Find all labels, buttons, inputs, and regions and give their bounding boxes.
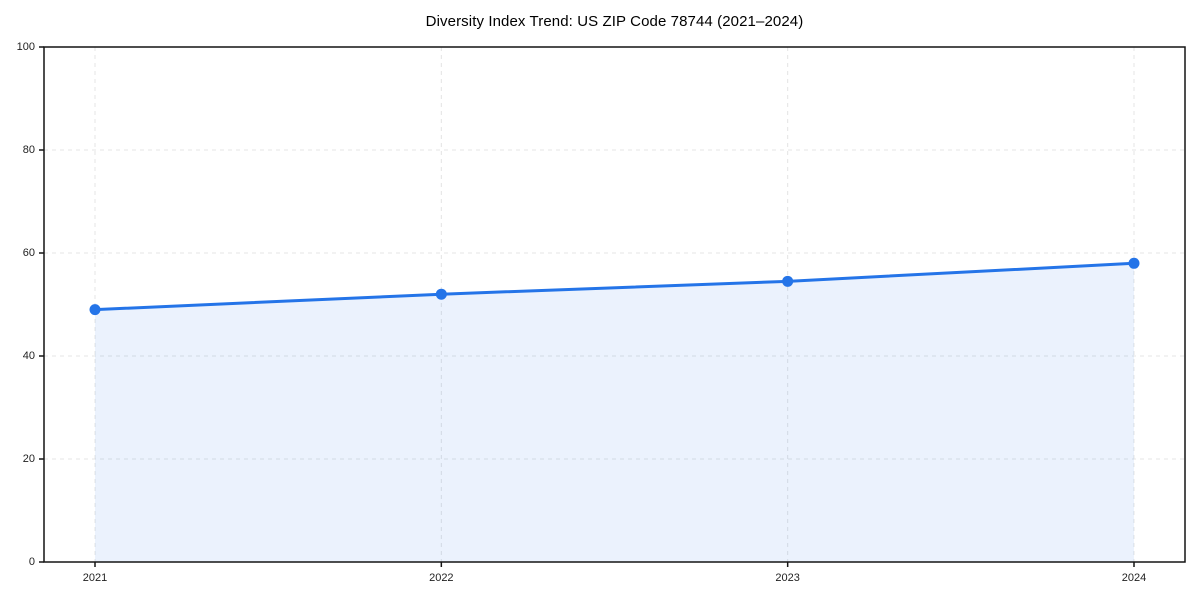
data-point-marker bbox=[1128, 257, 1140, 269]
y-tick-label: 40 bbox=[23, 350, 35, 362]
data-point-marker bbox=[89, 304, 101, 316]
data-point-marker bbox=[435, 288, 447, 300]
x-tick-label: 2024 bbox=[1122, 572, 1146, 584]
x-tick-label: 2021 bbox=[83, 572, 107, 584]
data-point-marker bbox=[782, 275, 794, 287]
y-tick-label: 60 bbox=[23, 247, 35, 259]
y-tick-label: 0 bbox=[29, 556, 35, 568]
y-tick-label: 80 bbox=[23, 144, 35, 156]
area-fill bbox=[95, 263, 1134, 562]
y-tick-label: 20 bbox=[23, 453, 35, 465]
y-tick-label: 100 bbox=[17, 41, 35, 53]
trend-line bbox=[93, 261, 1136, 312]
x-tick-label: 2022 bbox=[429, 572, 453, 584]
x-tick-label: 2023 bbox=[775, 572, 799, 584]
chart-title: Diversity Index Trend: US ZIP Code 78744… bbox=[425, 13, 804, 30]
plot-border bbox=[43, 46, 1186, 563]
